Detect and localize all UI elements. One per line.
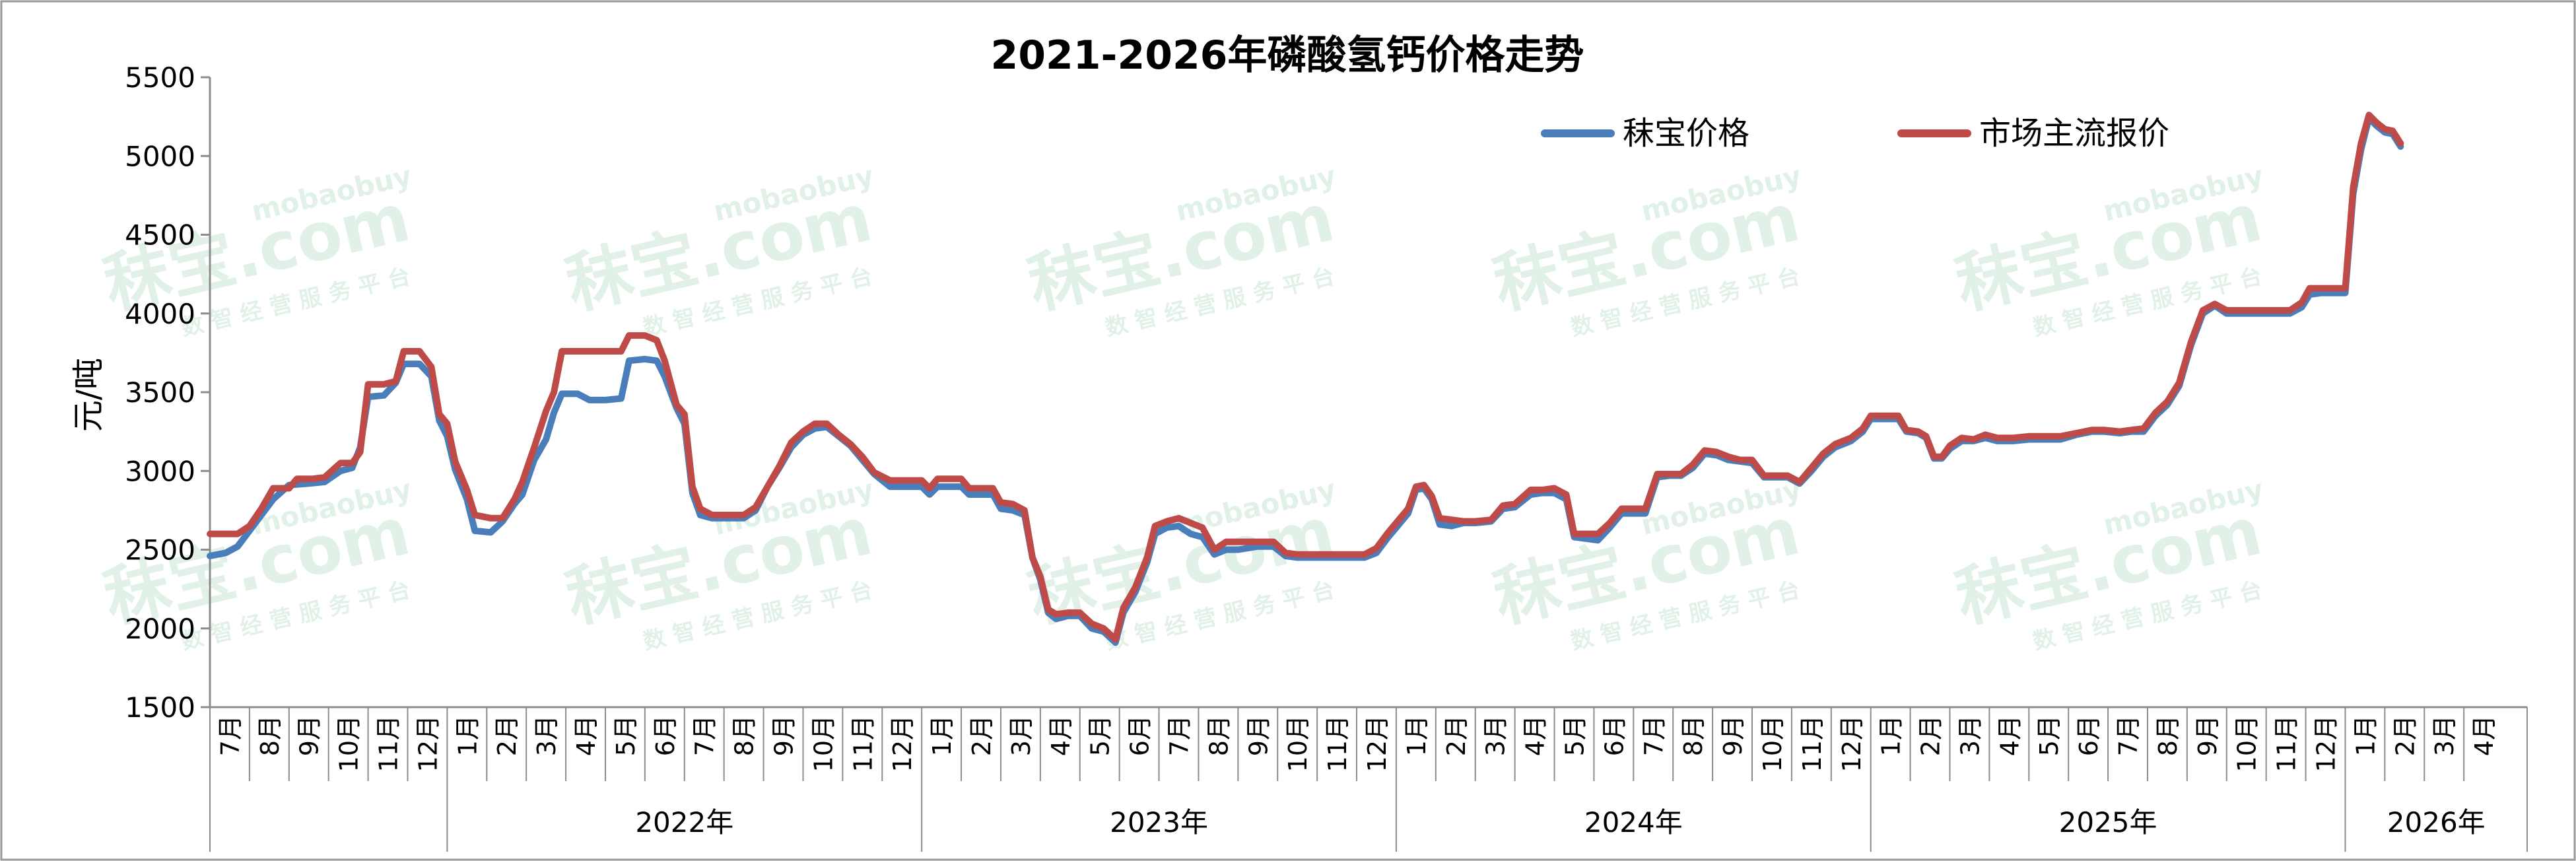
x-year-label: 2023年	[1110, 806, 1208, 839]
x-month-label: 2月	[2390, 715, 2420, 756]
x-month-label: 7月	[216, 715, 245, 756]
x-month-label: 3月	[2430, 715, 2459, 756]
x-month-label: 10月	[1758, 715, 1787, 772]
y-tick-label: 2500	[125, 534, 195, 567]
x-month-label: 12月	[1363, 715, 1392, 772]
x-month-label: 2月	[1442, 715, 1471, 756]
x-month-label: 8月	[730, 715, 759, 756]
y-tick-label: 4000	[125, 298, 195, 330]
x-month-label: 7月	[1165, 715, 1194, 756]
x-month-label: 7月	[1639, 715, 1668, 756]
x-month-label: 12月	[2312, 715, 2341, 772]
x-year-label: 2022年	[635, 806, 733, 839]
x-month-label: 9月	[295, 715, 324, 756]
x-month-label: 11月	[1323, 715, 1352, 772]
x-month-label: 1月	[2351, 715, 2380, 756]
x-month-label: 6月	[651, 715, 680, 756]
x-month-label: 8月	[1679, 715, 1708, 756]
watermark-layer: 秣宝.commobaobuy数 智 经 营 服 务 平 台秣宝.commobao…	[97, 159, 2268, 655]
x-month-label: 12月	[888, 715, 917, 772]
x-month-label: 5月	[1086, 715, 1115, 756]
x-month-label: 1月	[1877, 715, 1906, 756]
x-month-label: 2月	[1916, 715, 1946, 756]
legend-label-series-2: 市场主流报价	[1979, 115, 2169, 152]
x-month-label: 7月	[2114, 715, 2143, 756]
x-month-label: 3月	[1007, 715, 1036, 756]
x-year-label: 2025年	[2059, 806, 2157, 839]
x-month-label: 6月	[2074, 715, 2103, 756]
x-month-label: 4月	[1521, 715, 1550, 756]
chart-title: 2021-2026年磷酸氢钙价格走势	[991, 32, 1584, 79]
series-line-2	[207, 112, 2404, 643]
y-tick-label: 3000	[125, 455, 195, 487]
x-month-label: 3月	[532, 715, 561, 756]
chart-legend: 秣宝价格 市场主流报价	[1541, 115, 2169, 152]
x-month-label: 10月	[2233, 715, 2262, 772]
x-month-label: 1月	[453, 715, 482, 756]
x-month-label: 1月	[928, 715, 957, 756]
x-month-label: 9月	[1244, 715, 1273, 756]
y-tick-label: 4500	[125, 219, 195, 252]
x-year-label: 2026年	[2387, 806, 2486, 839]
x-month-label: 5月	[2035, 715, 2064, 756]
x-month-label: 1月	[1402, 715, 1431, 756]
x-year-label: 2024年	[1584, 806, 1683, 839]
x-month-label: 9月	[2193, 715, 2222, 756]
x-month-label: 11月	[848, 715, 877, 772]
series-layer	[207, 112, 2404, 646]
y-axis-label: 元/吨	[70, 358, 107, 432]
x-month-label: 6月	[1600, 715, 1629, 756]
x-month-label: 10月	[335, 715, 364, 772]
y-tick-label: 1500	[125, 691, 195, 724]
x-month-label: 10月	[809, 715, 838, 772]
x-month-label: 2月	[492, 715, 522, 756]
x-month-label: 12月	[1837, 715, 1866, 772]
y-tick-label: 5000	[125, 140, 195, 172]
x-month-label: 5月	[611, 715, 640, 756]
x-month-label: 3月	[1955, 715, 1984, 756]
y-tick-label: 3500	[125, 376, 195, 409]
x-month-label: 7月	[691, 715, 720, 756]
x-month-label: 9月	[770, 715, 799, 756]
x-month-label: 4月	[1995, 715, 2024, 756]
x-month-label: 4月	[2470, 715, 2499, 756]
x-month-label: 8月	[255, 715, 285, 756]
x-month-label: 10月	[1283, 715, 1312, 772]
x-month-label: 2月	[967, 715, 996, 756]
x-month-label: 8月	[2153, 715, 2183, 756]
x-month-label: 5月	[1560, 715, 1589, 756]
x-month-label: 11月	[2272, 715, 2301, 772]
x-month-label: 11月	[374, 715, 403, 772]
x-month-label: 9月	[1718, 715, 1747, 756]
x-month-label: 6月	[1126, 715, 1155, 756]
x-month-label: 4月	[1046, 715, 1075, 756]
legend-label-series-1: 秣宝价格	[1623, 115, 1749, 152]
x-month-label: 8月	[1204, 715, 1233, 756]
y-tick-label: 5500	[125, 61, 195, 94]
x-month-label: 4月	[572, 715, 601, 756]
x-month-label: 3月	[1481, 715, 1510, 756]
x-month-label: 11月	[1798, 715, 1827, 772]
y-tick-label: 2000	[125, 613, 195, 645]
x-month-label: 12月	[413, 715, 442, 772]
